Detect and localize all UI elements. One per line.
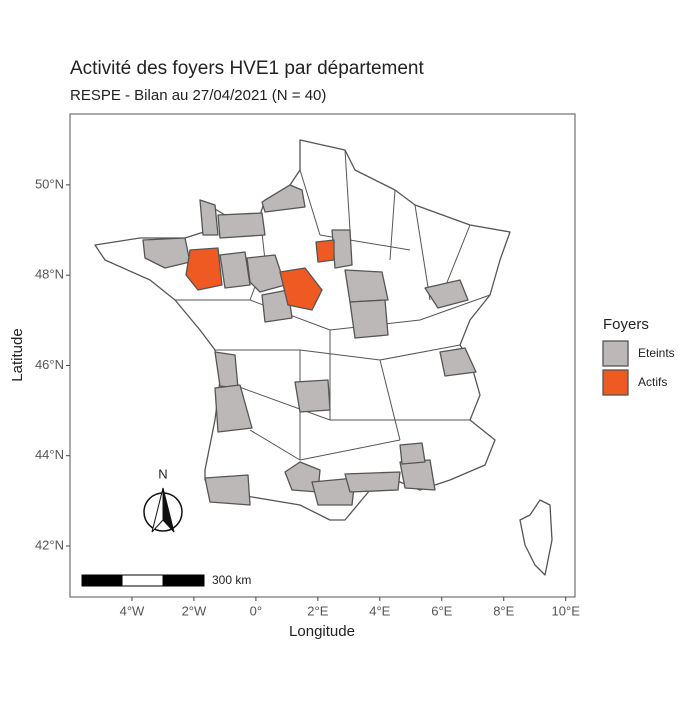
- department-eteint: [399, 459, 436, 491]
- legend-title: Foyers: [603, 316, 649, 333]
- map: [94, 139, 553, 576]
- x-tick-label: 8°E: [493, 603, 514, 618]
- department-actif: [315, 239, 335, 263]
- x-tick-label: 0°: [250, 603, 262, 618]
- chart-subtitle: RESPE - Bilan au 27/04/2021 (N = 40): [70, 87, 326, 104]
- department-eteint: [217, 212, 266, 239]
- x-tick-label: 4°E: [369, 603, 390, 618]
- scale-label: 300 km: [212, 573, 251, 587]
- department-eteint: [142, 237, 191, 269]
- y-tick-label: 48°N: [35, 267, 64, 282]
- x-tick-label: 2°E: [307, 603, 328, 618]
- department-eteint: [331, 229, 353, 269]
- department-eteint: [261, 184, 306, 213]
- y-tick-label: 50°N: [35, 176, 64, 191]
- department-eteint: [294, 379, 331, 413]
- x-tick-label: 4°W: [120, 603, 145, 618]
- x-tick-label: 6°E: [431, 603, 452, 618]
- north-label: N: [158, 466, 167, 481]
- x-axis-label: Longitude: [289, 623, 355, 640]
- y-tick-label: 42°N: [35, 537, 64, 552]
- chart-title: Activité des foyers HVE1 par département: [70, 58, 425, 79]
- department-actif: [185, 247, 223, 291]
- department-eteint: [214, 384, 253, 433]
- department-eteint: [439, 347, 477, 377]
- north-arrow: N: [143, 466, 183, 533]
- department-eteint: [261, 289, 293, 323]
- north-arrow-right: [162, 487, 175, 533]
- y-axis-label: Latitude: [9, 328, 26, 381]
- y-tick-label: 46°N: [35, 357, 64, 372]
- scale-segment: [162, 574, 205, 587]
- scale-bar: 300 km: [81, 573, 251, 587]
- department-eteint: [399, 442, 426, 465]
- scale-segment: [121, 574, 164, 587]
- y-tick-label: 44°N: [35, 447, 64, 462]
- department-eteint: [199, 199, 219, 236]
- department-actif: [279, 267, 323, 311]
- department-eteint: [344, 269, 389, 303]
- department-eteint: [311, 477, 356, 506]
- france-outline: [94, 139, 511, 521]
- department-eteint: [219, 251, 251, 289]
- corsica: [519, 499, 553, 576]
- department-eteint: [344, 471, 401, 493]
- department-eteint: [246, 254, 286, 293]
- department-eteint: [349, 299, 389, 339]
- x-tick-label: 10°E: [552, 603, 581, 618]
- legend-swatch: [602, 340, 629, 367]
- legend-label: Eteints: [638, 346, 675, 360]
- legend-swatch: [602, 369, 629, 396]
- scale-segment: [81, 574, 123, 587]
- x-tick-label: 2°W: [182, 603, 207, 618]
- department-eteint: [424, 279, 469, 309]
- legend-label: Actifs: [638, 375, 667, 389]
- department-eteint: [204, 474, 251, 506]
